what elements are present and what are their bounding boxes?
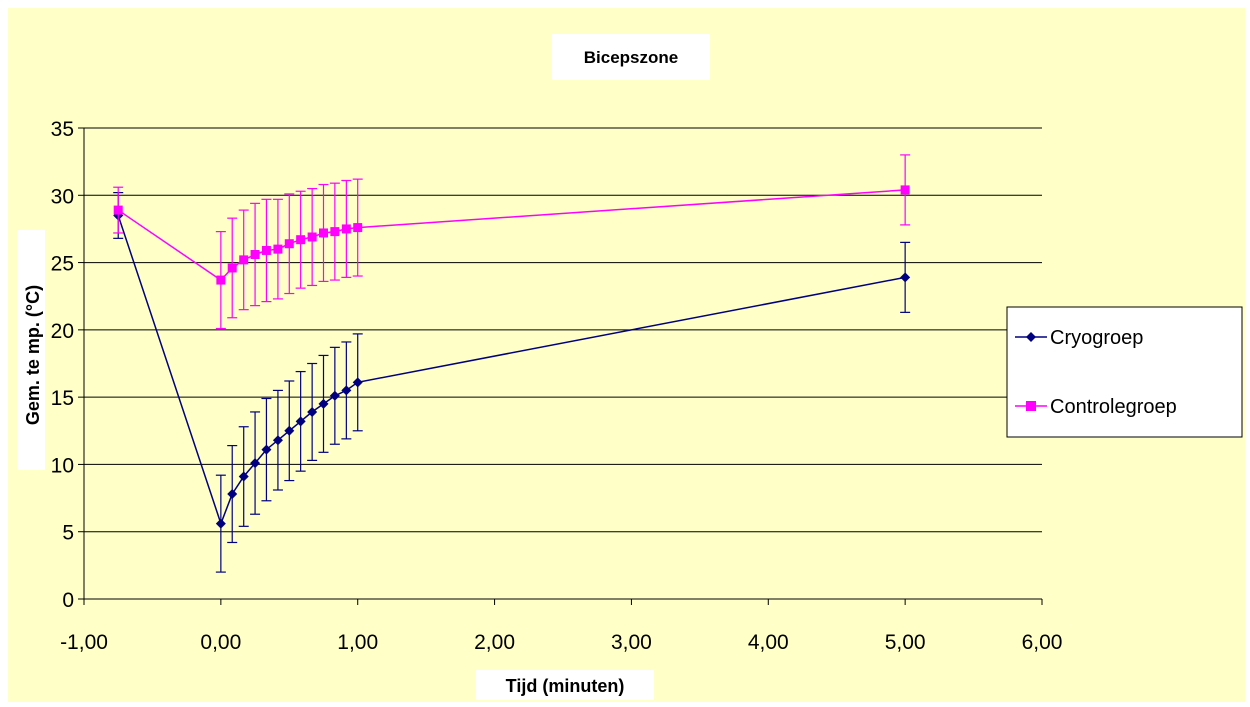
y-tick-label-4: 20 [51, 320, 74, 343]
legend-label-cryo: Cryogroep [1050, 327, 1143, 349]
series-layer [113, 154, 911, 573]
point-0-7 [284, 425, 295, 436]
x-axis-label-box [476, 670, 654, 700]
point-0-2 [227, 489, 238, 500]
point-1-8 [296, 235, 306, 245]
x-tick-label-2: 1,00 [337, 631, 378, 654]
series-0 [113, 191, 911, 573]
point-1-5 [261, 245, 271, 255]
point-0-6 [272, 435, 283, 446]
point-1-9 [307, 232, 317, 242]
point-0-14 [900, 272, 911, 283]
point-0-12 [341, 385, 352, 396]
point-0-10 [318, 398, 329, 409]
legend: Cryogroep Controlegroep [1006, 306, 1243, 438]
point-1-11 [330, 227, 340, 237]
y-axis-label-box [17, 230, 45, 470]
legend-label-controle: Controlegroep [1050, 396, 1177, 418]
legend-box [1006, 306, 1243, 438]
point-1-12 [341, 224, 351, 234]
point-0-13 [352, 377, 363, 388]
point-1-14 [900, 185, 910, 195]
x-tick-label-3: 2,00 [474, 631, 515, 654]
y-ticks: 0 5 10 15 20 25 30 35 [51, 118, 84, 612]
point-1-7 [284, 239, 294, 249]
point-0-4 [250, 458, 261, 469]
point-1-3 [239, 255, 249, 265]
point-1-13 [353, 223, 363, 233]
y-tick-label-7: 35 [51, 118, 74, 141]
y-axis-label: Gem. te mp. (°C) [23, 285, 43, 425]
point-1-10 [319, 228, 328, 238]
point-0-1 [215, 518, 226, 529]
point-1-4 [250, 249, 260, 259]
y-tick-label-2: 10 [51, 454, 74, 477]
point-0-5 [261, 444, 272, 455]
point-0-11 [329, 390, 340, 401]
legend-marker-controle [1026, 401, 1036, 411]
point-1-2 [227, 263, 237, 273]
axes [83, 128, 1042, 600]
series-1 [113, 154, 911, 330]
x-tick-label-6: 5,00 [885, 631, 926, 654]
y-tick-label-6: 30 [51, 185, 74, 208]
point-0-9 [307, 406, 318, 417]
x-ticks: -1,00 0,00 1,00 2,00 3,00 4,00 5,00 6,00 [60, 599, 1062, 654]
x-tick-label-0: -1,00 [60, 631, 108, 654]
point-1-1 [216, 275, 226, 285]
point-0-8 [295, 416, 306, 427]
chart-title-box [552, 34, 710, 80]
y-tick-label-3: 15 [51, 387, 74, 410]
x-axis-label: Tijd (minuten) [506, 676, 625, 696]
point-1-0 [113, 205, 123, 215]
y-tick-label-0: 0 [62, 589, 74, 612]
point-0-3 [238, 471, 249, 482]
y-tick-label-5: 25 [51, 253, 74, 276]
y-tick-label-1: 5 [62, 522, 74, 545]
x-tick-label-1: 0,00 [200, 631, 241, 654]
point-1-6 [273, 244, 283, 254]
x-tick-label-5: 4,00 [748, 631, 789, 654]
x-tick-label-4: 3,00 [611, 631, 652, 654]
chart-title: Bicepszone [584, 48, 678, 67]
x-tick-label-7: 6,00 [1022, 631, 1063, 654]
legend-marker-cryo [1026, 332, 1036, 342]
